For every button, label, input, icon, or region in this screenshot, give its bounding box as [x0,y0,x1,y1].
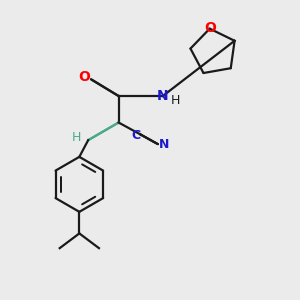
Text: N: N [159,138,169,151]
Text: O: O [204,21,216,35]
Text: H: H [72,131,81,144]
Text: O: O [78,70,90,84]
Text: N: N [157,89,169,103]
Text: H: H [171,94,180,107]
Text: C: C [132,129,141,142]
